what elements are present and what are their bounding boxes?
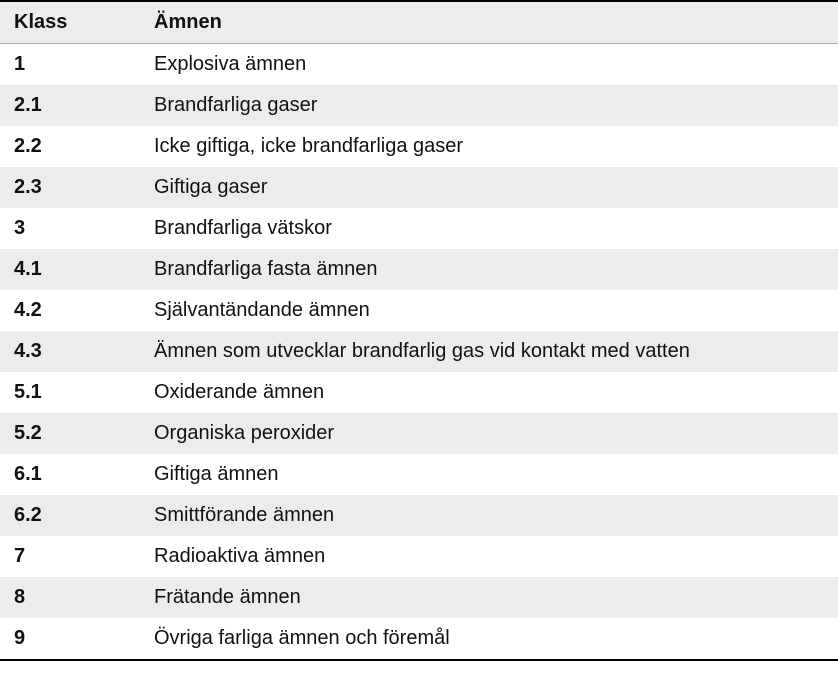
table-row: 4.1 Brandfarliga fasta ämnen [0, 249, 838, 290]
cell-klass: 4.1 [0, 258, 154, 281]
cell-amnen: Giftiga ämnen [154, 463, 838, 486]
cell-amnen: Brandfarliga fasta ämnen [154, 258, 838, 281]
table-row: 3 Brandfarliga vätskor [0, 208, 838, 249]
cell-klass: 8 [0, 586, 154, 609]
cell-amnen: Smittförande ämnen [154, 504, 838, 527]
cell-klass: 2.1 [0, 94, 154, 117]
cell-klass: 6.1 [0, 463, 154, 486]
cell-amnen: Brandfarliga vätskor [154, 217, 838, 240]
cell-klass: 1 [0, 53, 154, 76]
cell-amnen: Icke giftiga, icke brandfarliga gaser [154, 135, 838, 158]
table-row: 2.1 Brandfarliga gaser [0, 85, 838, 126]
col-header-amnen: Ämnen [154, 11, 838, 34]
table-row: 5.1 Oxiderande ämnen [0, 372, 838, 413]
cell-klass: 5.2 [0, 422, 154, 445]
cell-amnen: Ämnen som utvecklar brandfarlig gas vid … [154, 340, 838, 363]
cell-amnen: Övriga farliga ämnen och föremål [154, 627, 838, 650]
cell-klass: 2.2 [0, 135, 154, 158]
cell-amnen: Oxiderande ämnen [154, 381, 838, 404]
cell-amnen: Giftiga gaser [154, 176, 838, 199]
cell-klass: 9 [0, 627, 154, 650]
col-header-klass: Klass [0, 11, 154, 34]
table-header-row: Klass Ämnen [0, 2, 838, 44]
cell-amnen: Explosiva ämnen [154, 53, 838, 76]
table-row: 4.3 Ämnen som utvecklar brandfarlig gas … [0, 331, 838, 372]
table-row: 2.3 Giftiga gaser [0, 167, 838, 208]
cell-klass: 2.3 [0, 176, 154, 199]
cell-amnen: Självantändande ämnen [154, 299, 838, 322]
table-row: 5.2 Organiska peroxider [0, 413, 838, 454]
cell-klass: 3 [0, 217, 154, 240]
table-row: 2.2 Icke giftiga, icke brandfarliga gase… [0, 126, 838, 167]
cell-amnen: Organiska peroxider [154, 422, 838, 445]
table-row: 4.2 Självantändande ämnen [0, 290, 838, 331]
cell-amnen: Radioaktiva ämnen [154, 545, 838, 568]
cell-klass: 5.1 [0, 381, 154, 404]
table-row: 9 Övriga farliga ämnen och föremål [0, 618, 838, 659]
table-row: 7 Radioaktiva ämnen [0, 536, 838, 577]
table-row: 6.2 Smittförande ämnen [0, 495, 838, 536]
cell-amnen: Frätande ämnen [154, 586, 838, 609]
cell-klass: 4.2 [0, 299, 154, 322]
table-row: 6.1 Giftiga ämnen [0, 454, 838, 495]
hazard-class-table: Klass Ämnen 1 Explosiva ämnen 2.1 Brandf… [0, 0, 838, 661]
cell-amnen: Brandfarliga gaser [154, 94, 838, 117]
cell-klass: 4.3 [0, 340, 154, 363]
cell-klass: 6.2 [0, 504, 154, 527]
table-row: 1 Explosiva ämnen [0, 44, 838, 85]
table-row: 8 Frätande ämnen [0, 577, 838, 618]
cell-klass: 7 [0, 545, 154, 568]
